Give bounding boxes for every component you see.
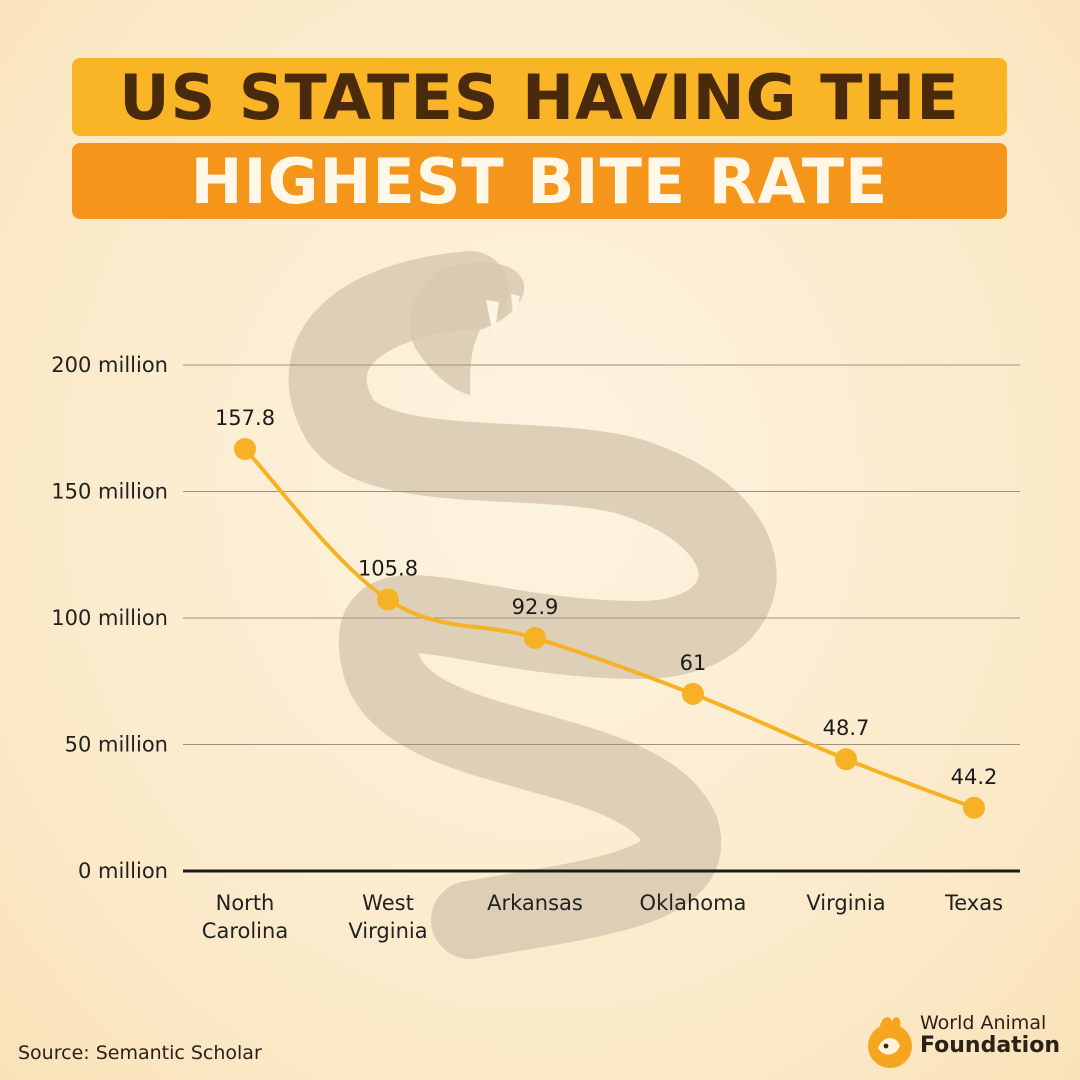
x-tick-label: Oklahoma [640,891,747,915]
y-tick-label: 50 million [65,733,168,757]
data-point [963,796,985,819]
x-tick-label: Texas [944,891,1003,915]
y-tick-label: 150 million [51,480,168,504]
snake-watermark [288,251,777,959]
title-line-2: HIGHEST BITE RATE [190,144,889,218]
series [234,437,985,819]
logo-line-2: Foundation [920,1032,1061,1058]
data-label: 157.8 [215,406,275,430]
x-tick-label: North Carolina [202,891,288,943]
y-tick-label: 0 million [78,859,168,883]
y-axis-tick-labels: 0 million 50 million 100 million 150 millio… [51,353,168,883]
data-label: 48.7 [823,716,870,740]
x-tick-label: West Virginia [348,891,427,943]
world-animal-foundation-logo-icon [868,1017,912,1068]
data-point [234,437,256,460]
y-tick-label: 100 million [51,606,168,630]
data-point [835,748,857,771]
gridlines [183,364,1020,873]
logo-line-1: World Animal [920,1012,1047,1034]
source-note: Source: Semantic Scholar [18,1042,262,1064]
data-labels: 157.8 105.8 92.9 61 48.7 44.2 [215,406,997,789]
data-label: 61 [680,651,707,675]
title-bar-bottom: HIGHEST BITE RATE [72,143,1007,219]
logo: World Animal Foundation [866,1008,1066,1072]
snake-head [409,262,525,395]
data-point [524,626,546,649]
data-point [682,682,704,705]
snake-fang-icon [486,300,499,340]
data-label: 105.8 [358,557,418,581]
title-bar-top: US STATES HAVING THE [72,58,1007,136]
data-point [377,588,399,611]
x-tick-label: Arkansas [487,891,583,915]
x-tick-label: Virginia [806,891,885,915]
data-label: 44.2 [951,765,998,789]
x-axis-tick-labels: North Carolina West Virginia Arkansas Oklahom… [202,891,1003,943]
y-tick-label: 200 million [51,353,168,377]
title-line-1: US STATES HAVING THE [119,60,960,134]
data-label: 92.9 [512,595,559,619]
snake-fang-icon [511,294,520,325]
